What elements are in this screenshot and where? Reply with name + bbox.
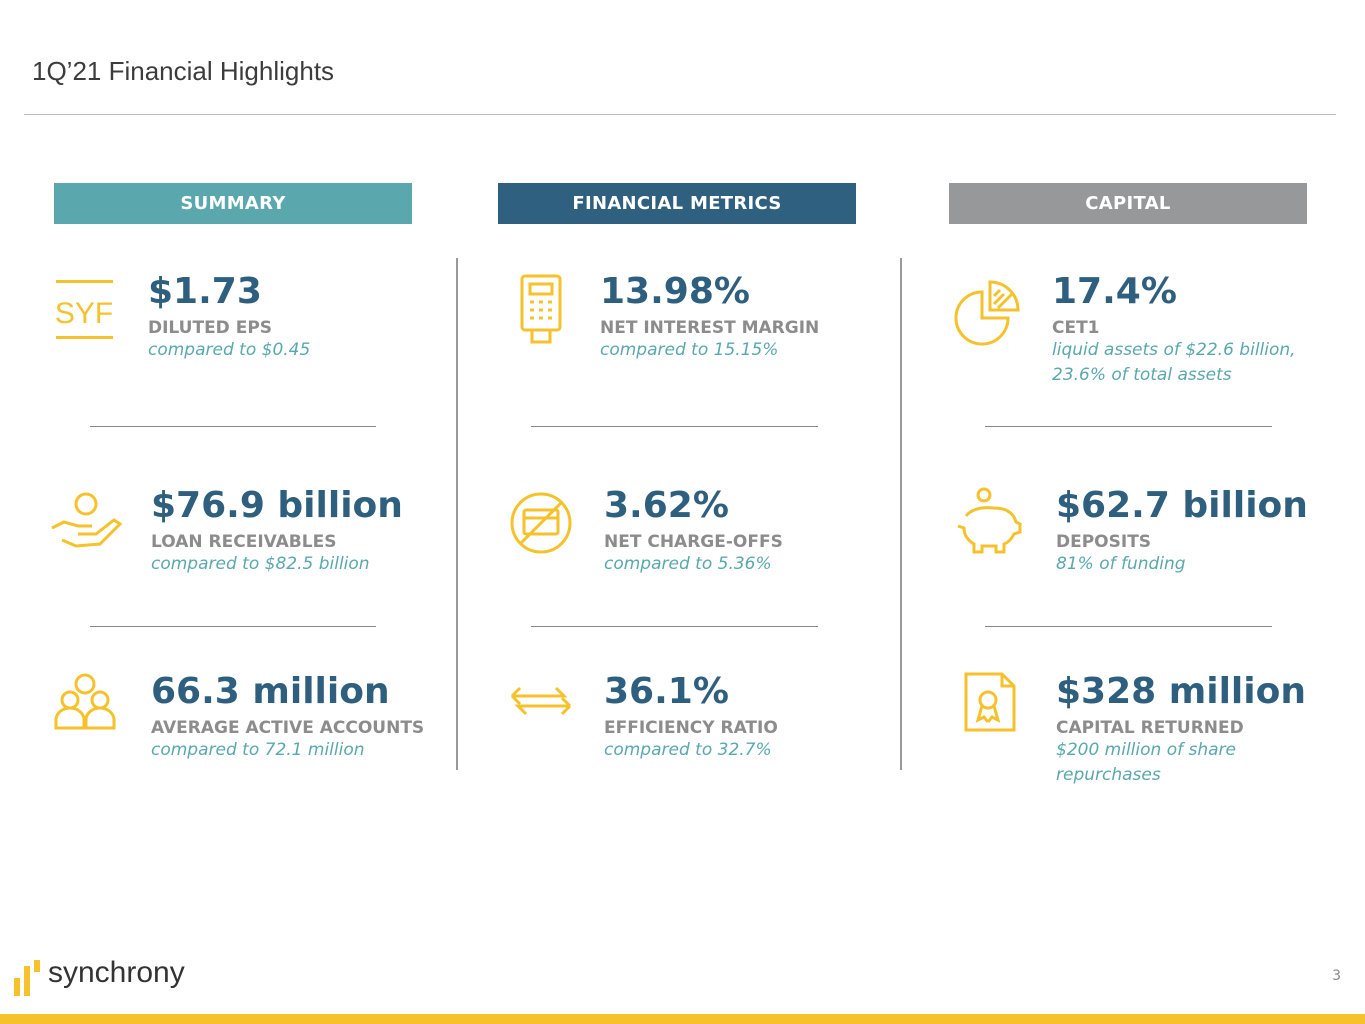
footer-bar xyxy=(0,1014,1365,1024)
row-divider xyxy=(531,626,818,627)
synchrony-logo-mark xyxy=(14,958,44,1002)
column-divider xyxy=(900,258,902,770)
metric-value: $62.7 billion xyxy=(1056,485,1308,526)
metric-value: $1.73 xyxy=(148,271,262,312)
metric-capital-returned: $328 million CAPITAL RETURNED $200 milli… xyxy=(1056,672,1306,788)
metric-net-interest-margin: 13.98% NET INTEREST MARGIN compared to 1… xyxy=(600,272,870,363)
metric-label: CET1 xyxy=(1052,318,1100,338)
metric-label: EFFICIENCY RATIO xyxy=(604,718,778,738)
metric-value: $76.9 billion xyxy=(151,485,403,526)
svg-text:SYF: SYF xyxy=(55,297,113,330)
metric-diluted-eps: $1.73 DILUTED EPS compared to $0.45 xyxy=(148,272,418,363)
no-card-icon xyxy=(508,490,584,566)
certificate-icon xyxy=(960,670,1036,746)
row-divider xyxy=(985,426,1272,427)
metric-label: NET CHARGE-OFFS xyxy=(604,532,783,552)
metric-comparison: compared to 32.7% xyxy=(604,740,772,760)
metric-label: NET INTEREST MARGIN xyxy=(600,318,820,338)
metric-value: 36.1% xyxy=(604,671,729,712)
metric-comparison: 81% of funding xyxy=(1056,554,1186,574)
metric-label: CAPITAL RETURNED xyxy=(1056,718,1244,738)
syf-icon: SYF xyxy=(50,276,126,352)
row-divider xyxy=(531,426,818,427)
metric-comparison: compared to 15.15% xyxy=(600,340,779,360)
metric-loan-receivables: $76.9 billion LOAN RECEIVABLES compared … xyxy=(151,486,421,577)
metric-cet1: 17.4% CET1 liquid assets of $22.6 billio… xyxy=(1052,272,1322,388)
card-terminal-icon xyxy=(512,272,588,348)
row-divider xyxy=(90,626,376,627)
summary-header: SUMMARY xyxy=(54,183,412,224)
metric-comparison: compared to $82.5 billion xyxy=(151,554,370,574)
metric-comparison: compared to 5.36% xyxy=(604,554,772,574)
metric-comparison: compared to 72.1 million xyxy=(151,740,365,760)
row-divider xyxy=(985,626,1272,627)
synchrony-logo: synchrony xyxy=(48,956,185,989)
capital-header: CAPITAL xyxy=(949,183,1307,224)
metric-label: LOAN RECEIVABLES xyxy=(151,532,337,552)
pie-chart-icon xyxy=(952,276,1028,352)
financial-metrics-header: FINANCIAL METRICS xyxy=(498,183,856,224)
row-divider xyxy=(90,426,376,427)
page-title: 1Q’21 Financial Highlights xyxy=(32,56,335,86)
title-divider xyxy=(24,114,1336,115)
metric-comparison: $200 million of share repurchases xyxy=(1056,740,1236,785)
metric-deposits: $62.7 billion DEPOSITS 81% of funding xyxy=(1056,486,1326,577)
piggy-bank-icon xyxy=(954,486,1030,562)
page-number: 3 xyxy=(1332,968,1341,984)
metric-value: 3.62% xyxy=(604,485,729,526)
metric-label: DILUTED EPS xyxy=(148,318,273,338)
metric-value: 13.98% xyxy=(600,271,750,312)
metric-value: 66.3 million xyxy=(151,671,390,712)
metric-label: AVERAGE ACTIVE ACCOUNTS xyxy=(151,718,425,738)
metric-comparison: compared to $0.45 xyxy=(148,340,311,360)
metric-value: 17.4% xyxy=(1052,271,1177,312)
metric-label: DEPOSITS xyxy=(1056,532,1152,552)
metric-active-accounts: 66.3 million AVERAGE ACTIVE ACCOUNTS com… xyxy=(151,672,424,763)
group-icon xyxy=(50,672,126,748)
column-divider xyxy=(456,258,458,770)
exchange-arrows-icon xyxy=(508,682,584,758)
metric-net-charge-offs: 3.62% NET CHARGE-OFFS compared to 5.36% xyxy=(604,486,874,577)
metric-efficiency-ratio: 36.1% EFFICIENCY RATIO compared to 32.7% xyxy=(604,672,874,763)
hand-person-icon xyxy=(48,486,124,562)
metric-comparison: liquid assets of $22.6 billion, 23.6% of… xyxy=(1052,340,1296,385)
metric-value: $328 million xyxy=(1056,671,1306,712)
